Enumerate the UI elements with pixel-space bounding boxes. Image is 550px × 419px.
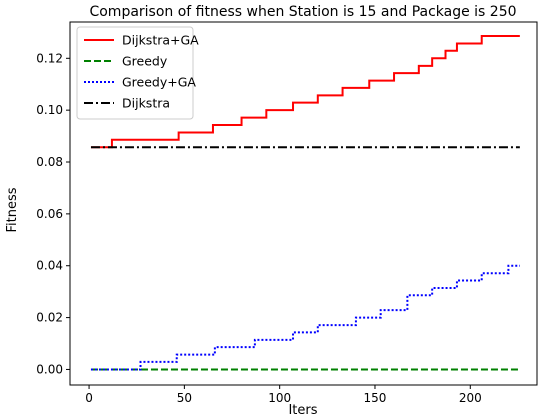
- x-tick-label-4: 200: [459, 391, 482, 405]
- series-line-0: [90, 35, 520, 149]
- y-tick-label-2: 0.04: [36, 259, 63, 273]
- legend: Dijkstra+GA Greedy Greedy+GA Dijkstra: [76, 26, 199, 120]
- y-tick-label-4: 0.08: [36, 155, 63, 169]
- x-tick-label-0: 0: [85, 391, 93, 405]
- legend-label-1: Greedy: [122, 54, 168, 69]
- series-line-2: [90, 264, 520, 371]
- x-tick-label-3: 150: [364, 391, 387, 405]
- legend-label-0: Dijkstra+GA: [122, 33, 199, 48]
- plot-area: 0 50 100 150 200 0.00 0.02 0.04 0.06 0.08 0.10 0.12: [36, 21, 538, 405]
- chart-title: Comparison of fitness when Station is 15…: [89, 4, 516, 20]
- y-tick-label-5: 0.10: [36, 103, 63, 117]
- x-axis-title: Iters: [288, 403, 317, 418]
- y-tick-label-0: 0.00: [36, 362, 63, 376]
- legend-label-3: Dijkstra: [122, 96, 170, 111]
- y-tick-label-6: 0.12: [36, 51, 63, 65]
- x-tick-label-1: 50: [177, 391, 192, 405]
- y-tick-label-3: 0.06: [36, 207, 63, 221]
- y-tick-label-1: 0.02: [36, 311, 63, 325]
- legend-box: [76, 26, 194, 120]
- legend-label-2: Greedy+GA: [122, 75, 196, 90]
- x-tick-label-2: 100: [268, 391, 291, 405]
- axes-frame: [69, 21, 538, 386]
- y-axis-title: Fitness: [5, 187, 20, 232]
